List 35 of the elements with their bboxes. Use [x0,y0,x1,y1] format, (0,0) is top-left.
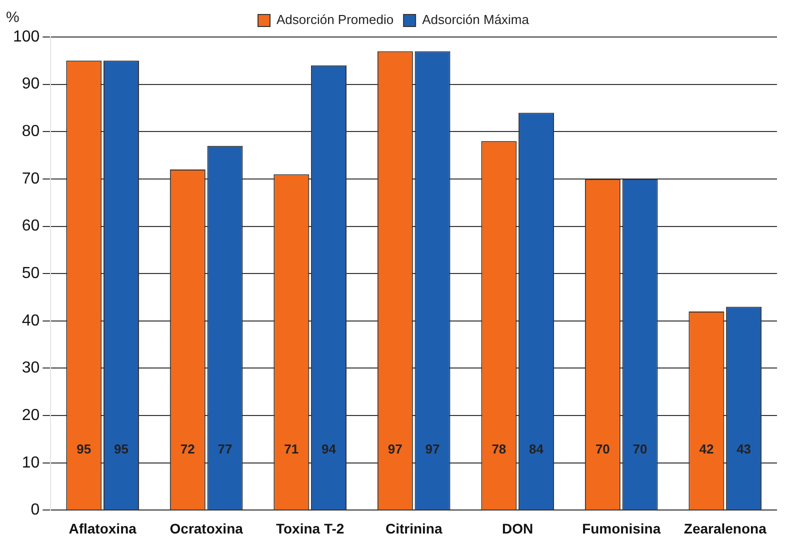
y-tick-label: 10 [22,454,40,472]
data-label: 77 [218,441,232,456]
y-tick-label: 60 [22,218,40,235]
y-tick-label: 80 [22,123,40,140]
y-tick-label: 70 [22,170,40,188]
data-label: 71 [284,441,299,456]
y-tick-label: 0 [30,502,40,519]
data-label: 97 [425,441,440,456]
x-tick-label: Zearalenona [684,520,767,536]
x-tick-label: Fumonisina [582,520,661,536]
data-label: 95 [76,441,92,456]
x-tick-label: Citrinina [385,520,442,536]
x-tick-label: Toxina T-2 [276,520,344,536]
data-label: 97 [388,441,402,456]
y-tick-label: 100 [12,28,40,46]
x-tick-label: DON [502,520,534,536]
data-label: 72 [180,441,195,456]
legend-label: Adsorción Máxima [422,12,530,28]
data-label: 42 [699,441,714,456]
data-label: 94 [322,441,337,456]
data-label: 70 [632,441,648,456]
data-label: 84 [529,441,544,456]
data-label: 70 [595,441,610,456]
y-tick-label: 40 [22,312,40,330]
y-tick-label: 30 [22,360,40,377]
y-tick-label: 20 [22,406,40,424]
data-label: 43 [736,441,752,456]
legend-label: Adsorción Promedio [276,12,394,28]
y-tick-label: 50 [22,265,40,282]
x-tick-label: Ocratoxina [170,520,244,536]
data-label: 95 [114,441,128,456]
y-axis-title: % [6,9,20,26]
y-tick-label: 90 [22,76,40,93]
data-label: 78 [492,441,506,456]
x-tick-label: Aflatoxina [68,520,137,536]
